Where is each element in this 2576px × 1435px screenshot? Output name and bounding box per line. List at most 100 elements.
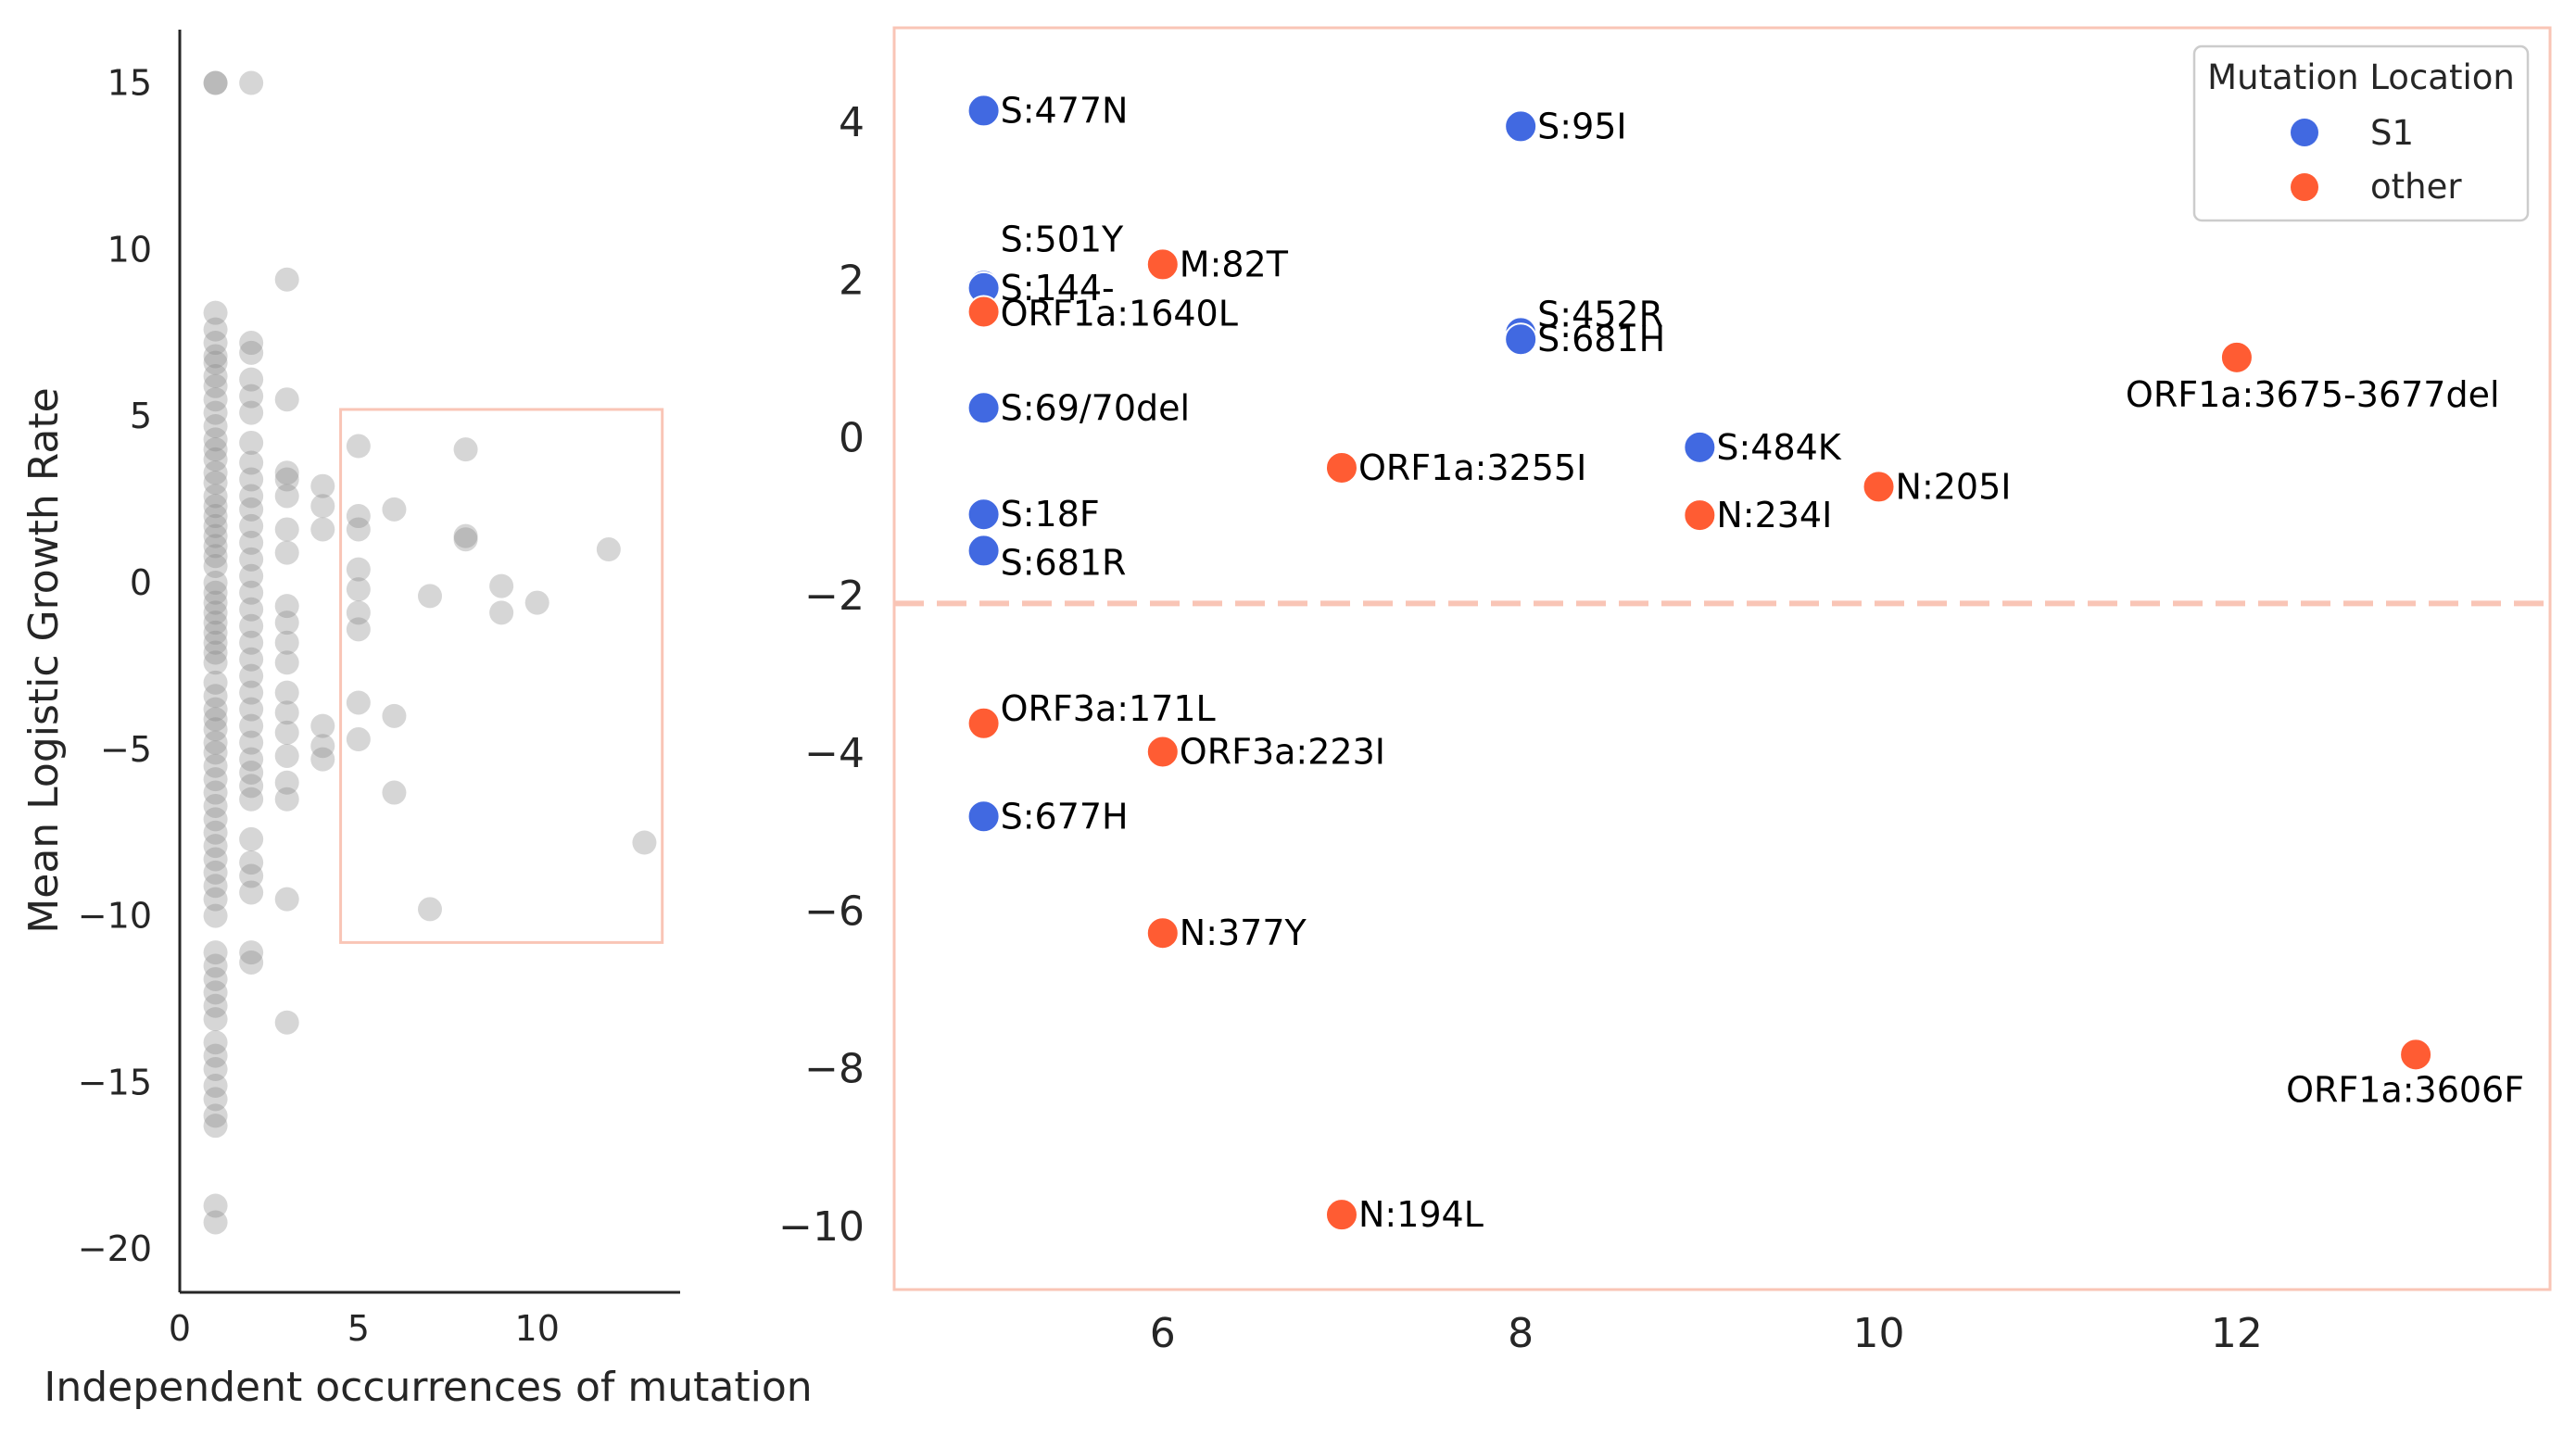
mutation-label: S:69/70del xyxy=(1001,387,1191,428)
mutation-point-s1 xyxy=(1683,430,1717,464)
overview-point xyxy=(239,863,264,888)
overview-point xyxy=(239,400,264,425)
overview-point xyxy=(203,1074,228,1099)
legend-box xyxy=(2192,44,2530,222)
zoomed-y-ticks: −10 −8 −6 −4 −2 0 2 4 xyxy=(778,99,865,1251)
overview-point xyxy=(203,793,228,818)
overview-point xyxy=(203,1030,228,1055)
overview-point xyxy=(203,730,228,755)
overview-point xyxy=(203,611,228,636)
overview-point xyxy=(203,1193,228,1218)
zoomed-y-tick-label: −6 xyxy=(804,887,865,935)
overview-point xyxy=(346,690,371,715)
overview-point xyxy=(203,820,228,845)
overview-point xyxy=(346,504,371,529)
overview-point xyxy=(203,807,228,832)
mutation-point-other xyxy=(966,295,1001,329)
overview-point xyxy=(382,780,407,805)
zoomed-x-tick-label: 8 xyxy=(1508,1310,1534,1357)
overview-point xyxy=(274,517,299,542)
overview-point xyxy=(274,887,299,912)
overview-point xyxy=(239,826,264,851)
overview-point xyxy=(239,730,264,755)
legend-marker-s1 xyxy=(2291,119,2318,146)
overview-point xyxy=(203,993,228,1018)
overview-point xyxy=(346,517,371,542)
mutation-label: ORF1a:3675-3677del xyxy=(2126,374,2500,415)
overview-y-tick-label: −5 xyxy=(100,729,152,770)
overview-point xyxy=(239,70,264,95)
overview-x-tick-label: 0 xyxy=(169,1308,191,1349)
mutation-label: ORF1a:1640L xyxy=(1001,293,1238,334)
overview-point xyxy=(203,70,228,95)
overview-scatter-panel: 0 5 10 −20 −15 −10 −5 0 5 10 15 Independent occur… xyxy=(20,30,813,1411)
overview-point xyxy=(274,787,299,812)
overview-point xyxy=(203,350,228,375)
overview-point xyxy=(203,413,228,438)
overview-point xyxy=(203,504,228,529)
overview-point xyxy=(203,620,228,645)
overview-point xyxy=(203,707,228,732)
overview-point xyxy=(203,523,228,548)
overview-y-tick-label: 15 xyxy=(107,63,152,104)
zoomed-y-tick-label: 4 xyxy=(839,99,865,146)
mutation-point-other xyxy=(1324,1198,1358,1232)
overview-point xyxy=(310,517,335,542)
overview-y-tick-label: −10 xyxy=(78,896,152,937)
overview-point xyxy=(274,467,299,492)
overview-point xyxy=(203,570,228,595)
overview-point xyxy=(203,1007,228,1032)
overview-point xyxy=(310,747,335,772)
overview-point xyxy=(239,563,264,588)
mutation-label: ORF1a:3255I xyxy=(1358,447,1586,488)
overview-point xyxy=(274,460,299,485)
overview-y-axis-label: Mean Logistic Growth Rate xyxy=(20,387,68,933)
overview-point xyxy=(203,331,228,356)
mutation-point-other xyxy=(2219,340,2254,374)
mutation-point-s1 xyxy=(1504,322,1538,357)
overview-point xyxy=(524,590,549,615)
overview-point xyxy=(239,787,264,812)
overview-point xyxy=(274,630,299,655)
zoom-highlight-box xyxy=(339,408,664,944)
overview-point xyxy=(203,590,228,615)
overview-point xyxy=(453,437,478,462)
mutation-label: S:477N xyxy=(1001,90,1129,131)
overview-point xyxy=(203,753,228,778)
overview-point xyxy=(239,497,264,522)
overview-point xyxy=(382,703,407,728)
overview-point xyxy=(203,364,228,389)
overview-point xyxy=(346,727,371,752)
mutation-label: S:95I xyxy=(1537,106,1626,146)
overview-point xyxy=(203,717,228,742)
overview-point xyxy=(489,600,514,625)
overview-x-ticks: 0 5 10 xyxy=(169,1308,560,1349)
overview-y-tick-label: −20 xyxy=(78,1228,152,1269)
overview-point xyxy=(239,940,264,965)
overview-point xyxy=(203,460,228,485)
overview-point xyxy=(203,484,228,509)
overview-point xyxy=(346,577,371,602)
overview-point xyxy=(203,300,228,325)
overview-point xyxy=(203,860,228,885)
overview-point xyxy=(418,584,442,609)
overview-point xyxy=(203,1043,228,1068)
overview-point xyxy=(203,834,228,859)
overview-point xyxy=(274,540,299,565)
overview-points xyxy=(203,70,657,1235)
overview-point xyxy=(203,70,228,95)
overview-point xyxy=(203,940,228,965)
mutation-point-s1 xyxy=(966,391,1001,425)
overview-point xyxy=(203,344,228,369)
zoomed-x-tick-label: 12 xyxy=(2211,1310,2263,1357)
mutation-point-other xyxy=(2399,1038,2433,1072)
mutation-label: S:501Y xyxy=(1001,219,1124,259)
overview-point xyxy=(239,950,264,975)
overview-point xyxy=(239,340,264,365)
overview-point xyxy=(453,527,478,552)
overview-point xyxy=(239,580,264,605)
overview-point xyxy=(203,887,228,912)
overview-point xyxy=(346,434,371,459)
overview-point xyxy=(310,734,335,759)
